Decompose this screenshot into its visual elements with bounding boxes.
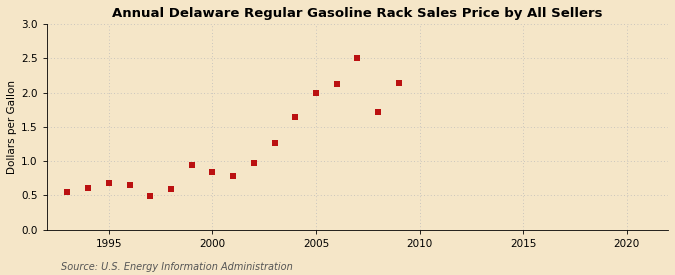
Point (290, 114, 300, 119)
Point (248, 161, 259, 165)
Title: Annual Delaware Regular Gasoline Rack Sales Price by All Sellers: Annual Delaware Regular Gasoline Rack Sa… (112, 7, 603, 20)
Point (394, 81, 404, 85)
Point (310, 91, 321, 95)
Point (62, 190, 73, 194)
Point (207, 170, 218, 174)
Point (103, 181, 114, 185)
Point (186, 162, 197, 167)
Point (269, 141, 280, 145)
Text: Source: U.S. Energy Information Administration: Source: U.S. Energy Information Administ… (61, 262, 292, 272)
Point (165, 186, 176, 191)
Point (331, 82, 342, 86)
Point (373, 110, 383, 115)
Point (145, 194, 156, 198)
Y-axis label: Dollars per Gallon: Dollars per Gallon (7, 80, 17, 174)
Point (352, 55, 362, 60)
Point (227, 173, 238, 178)
Point (83, 186, 94, 190)
Point (124, 183, 135, 187)
